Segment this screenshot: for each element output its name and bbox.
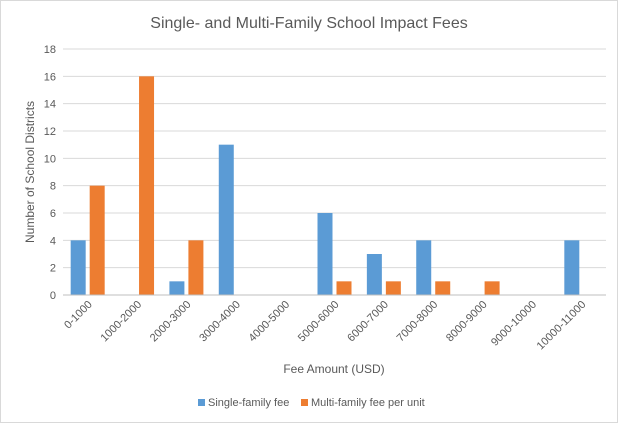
legend-swatch-single-family [198, 399, 205, 406]
x-tick-label: 7000-8000 [395, 299, 441, 345]
multi-family-bar-5000-6000 [336, 281, 352, 295]
single-family-bar-10000-11000 [564, 240, 580, 295]
bars [70, 76, 580, 295]
chart-title: Single- and Multi-Family School Impact F… [150, 15, 467, 32]
single-family-bar-3000-4000 [218, 144, 234, 295]
single-family-bar-0-1000 [70, 240, 86, 295]
multi-family-bar-1000-2000 [139, 76, 155, 295]
y-axis-title: Number of School Districts [23, 101, 37, 243]
x-axis-ticks: 0-1000 1000-2000 2000-3000 3000-4000 4000-50… [62, 299, 588, 353]
y-tick-label: 18 [44, 44, 56, 56]
legend-swatch-multi-family [301, 399, 308, 406]
y-tick-label: 16 [44, 71, 56, 83]
x-tick-label: 2000-3000 [148, 299, 194, 345]
x-tick-label: 4000-5000 [247, 299, 293, 345]
multi-family-bar-8000-9000 [484, 281, 500, 295]
y-tick-label: 14 [44, 99, 56, 111]
x-axis-title: Fee Amount (USD) [283, 362, 384, 376]
x-tick-label: 8000-9000 [444, 299, 490, 345]
x-tick-label: 10000-11000 [535, 299, 589, 353]
legend: Single-family fee Multi-family fee per un… [198, 397, 425, 409]
y-tick-label: 6 [50, 208, 56, 220]
legend-label-single-family: Single-family fee [208, 397, 289, 409]
single-family-bar-5000-6000 [317, 213, 333, 295]
multi-family-bar-6000-7000 [385, 281, 401, 295]
y-tick-label: 12 [44, 126, 56, 138]
x-tick-label: 6000-7000 [345, 299, 391, 345]
x-tick-label: 9000-10000 [489, 299, 539, 349]
y-tick-label: 10 [44, 153, 56, 165]
x-tick-label: 1000-2000 [98, 299, 144, 345]
single-family-bar-6000-7000 [366, 254, 382, 295]
y-tick-label: 2 [50, 263, 56, 275]
multi-family-bar-7000-8000 [435, 281, 451, 295]
single-family-bar-7000-8000 [416, 240, 432, 295]
x-tick-label: 0-1000 [62, 299, 95, 332]
y-tick-label: 8 [50, 181, 56, 193]
y-tick-label: 0 [50, 290, 56, 302]
x-tick-label: 5000-6000 [296, 299, 342, 345]
single-family-bar-2000-3000 [169, 281, 185, 295]
multi-family-bar-2000-3000 [188, 240, 204, 295]
y-axis-ticks: 0 2 4 6 8 10 12 14 16 18 [44, 44, 56, 302]
multi-family-bar-0-1000 [89, 185, 105, 295]
x-tick-label: 3000-4000 [197, 299, 243, 345]
y-tick-label: 4 [50, 235, 56, 247]
legend-label-multi-family: Multi-family fee per unit [311, 397, 425, 409]
